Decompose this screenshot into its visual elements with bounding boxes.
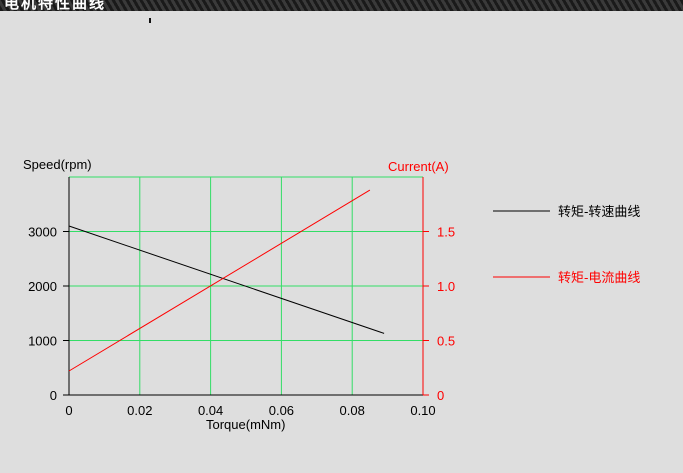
- x-tick-label: 0.10: [410, 403, 435, 418]
- right-tick-label: 1.0: [437, 279, 455, 294]
- series-lines: [68, 189, 385, 372]
- legend-label: 转矩-电流曲线: [558, 271, 640, 286]
- x-tick-label: 0: [65, 403, 72, 418]
- right-axis-title: Current(A): [388, 159, 449, 174]
- x-axis-title: Torque(mNm): [206, 417, 285, 432]
- current-series-line: [68, 189, 371, 372]
- speed-series-line: [68, 225, 385, 334]
- x-tick-label: 0.06: [269, 403, 294, 418]
- right-tick-label: 0.5: [437, 334, 455, 349]
- x-tick-label: 0.02: [127, 403, 152, 418]
- stray-mark: [149, 18, 151, 23]
- left-tick-label: 3000: [28, 225, 57, 240]
- x-tick-label: 0.08: [340, 403, 365, 418]
- right-tick-label: 1.5: [437, 225, 455, 240]
- tick-labels: 0 0.02 0.04 0.06 0.08 0.10010002000300000.51.…: [28, 225, 455, 419]
- banner-title: 电机特性曲线: [4, 0, 107, 11]
- left-axis-title: Speed(rpm): [23, 157, 92, 172]
- left-tick-label: 0: [50, 388, 57, 403]
- left-tick-label: 1000: [28, 334, 57, 349]
- axes: [63, 177, 429, 396]
- legend-label: 转矩-转速曲线: [558, 205, 640, 220]
- x-tick-label: 0.04: [198, 403, 223, 418]
- top-banner: 电机特性曲线: [0, 0, 683, 11]
- right-tick-label: 0: [437, 388, 444, 403]
- left-tick-label: 2000: [28, 279, 57, 294]
